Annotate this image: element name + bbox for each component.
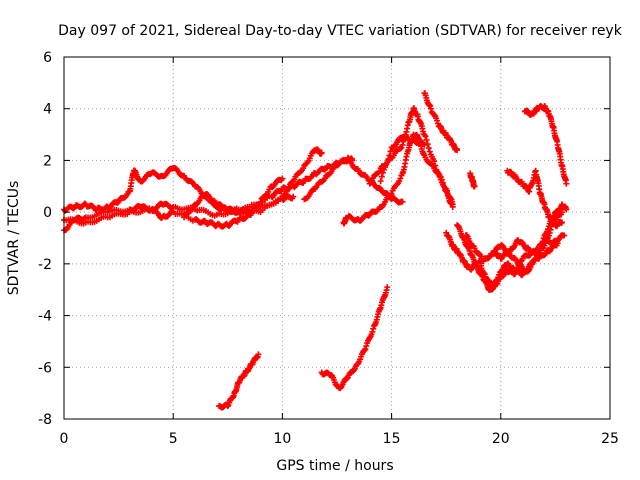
series-track-6 xyxy=(301,154,356,203)
data-point xyxy=(423,136,430,143)
data-point xyxy=(471,183,478,190)
data-point xyxy=(398,144,405,151)
data-point xyxy=(541,242,548,249)
data-point xyxy=(563,206,570,213)
data-point xyxy=(438,176,445,183)
data-point xyxy=(399,198,406,205)
x-tick-label: 20 xyxy=(492,431,510,447)
data-point xyxy=(561,232,568,239)
data-point xyxy=(376,184,383,191)
x-tick-label: 15 xyxy=(383,431,401,447)
data-point xyxy=(169,208,176,215)
x-tick-label: 10 xyxy=(273,431,291,447)
data-point xyxy=(385,156,392,163)
data-point xyxy=(546,230,553,237)
data-point xyxy=(441,183,448,190)
data-point xyxy=(387,148,394,155)
data-point xyxy=(434,117,441,124)
chart-title: Day 097 of 2021, Sidereal Day-to-day VTE… xyxy=(58,23,623,39)
data-point xyxy=(558,219,565,226)
y-tick-label: 0 xyxy=(43,205,52,221)
x-axis-label: GPS time / hours xyxy=(276,458,393,474)
data-point xyxy=(290,193,297,200)
data-point xyxy=(547,226,554,233)
series-track-12 xyxy=(318,284,391,392)
data-point xyxy=(386,152,393,159)
data-point xyxy=(384,284,391,291)
data-point xyxy=(363,343,370,350)
data-point xyxy=(432,162,439,169)
data-point xyxy=(439,179,446,186)
data-point xyxy=(370,325,377,332)
data-point xyxy=(558,209,565,216)
data-point xyxy=(365,212,372,219)
data-point xyxy=(397,145,404,152)
y-tick-label: -2 xyxy=(38,257,52,273)
data-point xyxy=(471,245,478,252)
data-point xyxy=(377,178,384,185)
data-point xyxy=(279,175,286,182)
data-point xyxy=(397,175,404,182)
y-axis-ticks: -8 -6 -4 -2 0 2 4 6 xyxy=(38,50,610,428)
x-tick-label: 0 xyxy=(60,431,69,447)
data-point xyxy=(427,105,434,112)
y-tick-label: -4 xyxy=(38,309,52,325)
series-track-10 xyxy=(421,90,461,154)
series-track-18 xyxy=(504,167,565,230)
data-point xyxy=(379,169,386,176)
data-point xyxy=(361,347,368,354)
series-track-9 xyxy=(377,133,428,185)
y-tick-label: -8 xyxy=(38,412,52,428)
data-point xyxy=(532,255,539,262)
y-tick-label: 6 xyxy=(43,50,52,66)
data-point xyxy=(349,157,356,164)
x-axis-ticks: 0 5 10 15 20 25 xyxy=(60,57,619,447)
data-point xyxy=(376,168,383,175)
data-point xyxy=(255,351,262,358)
y-axis-label: SDTVAR / TECUs xyxy=(6,181,22,296)
y-tick-label: -6 xyxy=(38,360,52,376)
data-point xyxy=(344,375,351,382)
data-point xyxy=(388,191,395,198)
plot-frame xyxy=(63,56,611,420)
data-point xyxy=(362,346,369,353)
series-track-5 xyxy=(246,156,406,210)
data-point xyxy=(366,180,373,187)
data-point xyxy=(531,256,538,263)
series-track-4 xyxy=(181,146,325,221)
data-point xyxy=(318,149,325,156)
x-tick-label: 5 xyxy=(169,431,178,447)
data-points xyxy=(61,90,570,411)
series-track-7 xyxy=(340,131,456,227)
data-point xyxy=(378,173,385,180)
data-point xyxy=(426,148,433,155)
y-tick-label: 4 xyxy=(43,102,52,118)
series-track-17 xyxy=(467,170,478,190)
data-point xyxy=(454,147,461,154)
data-point xyxy=(563,180,570,187)
series-track-8 xyxy=(366,105,456,210)
series-track-19 xyxy=(521,103,570,187)
data-point xyxy=(554,240,561,247)
data-point xyxy=(421,141,428,148)
data-point xyxy=(422,133,429,140)
series-track-11 xyxy=(216,351,262,411)
data-point xyxy=(431,158,438,165)
y-tick-label: 2 xyxy=(43,153,52,169)
data-point xyxy=(425,145,432,152)
data-point xyxy=(384,159,391,166)
data-point xyxy=(493,281,500,288)
data-point xyxy=(449,203,456,210)
data-point xyxy=(369,328,376,335)
series-track-15 xyxy=(462,201,570,275)
x-tick-label: 25 xyxy=(601,431,619,447)
